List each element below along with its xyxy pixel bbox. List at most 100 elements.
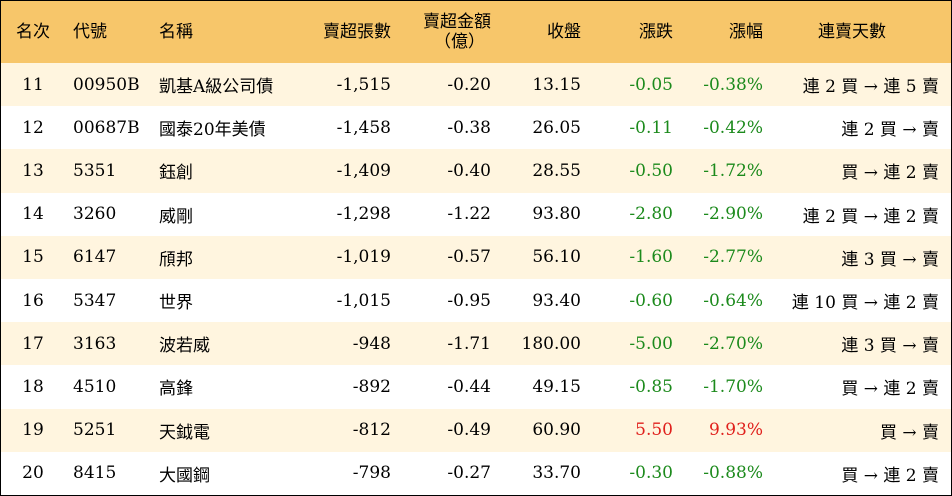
cell-name: 大國鋼	[159, 465, 210, 486]
cell-change: -0.50	[629, 160, 673, 181]
cell-name: 鈺創	[159, 163, 193, 184]
cell-change: -5.00	[629, 333, 673, 354]
cell-change: -0.30	[629, 463, 673, 484]
cell-change: 5.50	[635, 420, 673, 441]
cell-change: -0.11	[629, 117, 673, 138]
cell-code: 5347	[73, 290, 117, 311]
cell-sell-amount: -0.38	[447, 117, 491, 138]
cell-rank: 17	[22, 333, 44, 354]
table-header-row: 名次 代號 名稱 賣超張數 賣超金額 （億） 收盤 漲跌 漲幅 連賣天數	[1, 1, 951, 63]
table-row: 15 6147 頎邦 -1,019 -0.57 56.10 -1.60 -2.7…	[1, 235, 951, 279]
header-sell-amount-line2: （億）	[434, 32, 485, 52]
cell-consecutive-days: 買 → 賣	[879, 422, 939, 443]
table-row: 13 5351 鈺創 -1,409 -0.40 28.55 -0.50 -1.7…	[1, 149, 951, 193]
cell-name: 國泰20年美債	[159, 120, 266, 141]
cell-sell-amount: -0.27	[447, 463, 491, 484]
cell-change-pct: -0.64%	[703, 290, 763, 311]
cell-name: 天鉞電	[159, 422, 210, 443]
header-sell-lots: 賣超張數	[323, 22, 391, 42]
table-row: 12 00687B 國泰20年美債 -1,458 -0.38 26.05 -0.…	[1, 106, 951, 150]
cell-change-pct: -2.70%	[703, 333, 763, 354]
cell-name: 高鋒	[159, 379, 193, 400]
cell-rank: 15	[22, 247, 44, 268]
cell-change: -2.80	[629, 204, 673, 225]
cell-code: 5251	[73, 420, 117, 441]
cell-rank: 18	[22, 376, 44, 397]
table-row: 20 8415 大國鋼 -798 -0.27 33.70 -0.30 -0.88…	[1, 451, 951, 495]
cell-sell-lots: -812	[352, 420, 391, 441]
cell-change: -1.60	[629, 247, 673, 268]
cell-consecutive-days: 買 → 連 2 賣	[841, 163, 939, 184]
cell-sell-amount: -0.57	[447, 247, 491, 268]
cell-change-pct: -2.90%	[703, 204, 763, 225]
cell-close: 13.15	[532, 74, 581, 95]
header-name: 名稱	[159, 22, 193, 42]
cell-sell-lots: -1,515	[336, 74, 391, 95]
cell-change-pct: 9.93%	[708, 420, 763, 441]
cell-close: 49.15	[532, 376, 581, 397]
cell-consecutive-days: 買 → 連 2 賣	[841, 379, 939, 400]
cell-consecutive-days: 連 3 買 → 賣	[841, 336, 939, 357]
cell-close: 28.55	[532, 160, 581, 181]
cell-consecutive-days: 連 3 買 → 賣	[841, 249, 939, 270]
cell-close: 93.80	[532, 204, 581, 225]
header-consecutive-days: 連賣天數	[818, 22, 886, 42]
cell-code: 8415	[73, 463, 117, 484]
header-sell-amount-line1: 賣超金額	[423, 12, 491, 32]
cell-sell-lots: -1,019	[336, 247, 391, 268]
cell-change-pct: -0.42%	[703, 117, 763, 138]
cell-rank: 12	[22, 117, 44, 138]
cell-consecutive-days: 連 2 買 → 連 2 賣	[802, 206, 939, 227]
header-code: 代號	[73, 22, 107, 42]
cell-sell-lots: -892	[352, 376, 391, 397]
cell-name: 威剛	[159, 206, 193, 227]
header-change-pct: 漲幅	[729, 22, 763, 42]
cell-sell-lots: -798	[352, 463, 391, 484]
cell-sell-lots: -1,015	[336, 290, 391, 311]
cell-close: 56.10	[532, 247, 581, 268]
cell-sell-amount: -1.71	[447, 333, 491, 354]
cell-sell-lots: -948	[352, 333, 391, 354]
cell-sell-amount: -1.22	[447, 204, 491, 225]
cell-name: 世界	[159, 293, 193, 314]
cell-rank: 20	[22, 463, 44, 484]
cell-change-pct: -2.77%	[703, 247, 763, 268]
cell-close: 26.05	[532, 117, 581, 138]
cell-change: -0.85	[629, 376, 673, 397]
cell-close: 60.90	[532, 420, 581, 441]
table-row: 11 00950B 凱基A級公司債 -1,515 -0.20 13.15 -0.…	[1, 63, 951, 107]
cell-name: 凱基A級公司債	[159, 77, 274, 98]
cell-close: 33.70	[532, 463, 581, 484]
cell-sell-amount: -0.95	[447, 290, 491, 311]
cell-change-pct: -0.38%	[703, 74, 763, 95]
cell-code: 5351	[73, 160, 117, 181]
cell-change: -0.60	[629, 290, 673, 311]
cell-consecutive-days: 連 2 買 → 賣	[841, 120, 939, 141]
cell-code: 3163	[73, 333, 117, 354]
header-close: 收盤	[547, 22, 581, 42]
cell-close: 180.00	[521, 333, 581, 354]
cell-consecutive-days: 連 2 買 → 連 5 賣	[802, 77, 939, 98]
cell-sell-lots: -1,458	[336, 117, 391, 138]
cell-rank: 16	[22, 290, 44, 311]
cell-change-pct: -0.88%	[703, 463, 763, 484]
cell-code: 6147	[73, 247, 117, 268]
cell-change-pct: -1.70%	[703, 376, 763, 397]
cell-code: 00687B	[73, 117, 140, 138]
cell-consecutive-days: 買 → 連 2 賣	[841, 465, 939, 486]
cell-code: 3260	[73, 204, 117, 225]
cell-name: 頎邦	[159, 249, 193, 270]
cell-code: 00950B	[73, 74, 140, 95]
cell-rank: 11	[22, 74, 44, 95]
table-row: 17 3163 波若威 -948 -1.71 180.00 -5.00 -2.7…	[1, 322, 951, 366]
header-rank: 名次	[16, 22, 50, 42]
cell-change-pct: -1.72%	[703, 160, 763, 181]
table-row: 16 5347 世界 -1,015 -0.95 93.40 -0.60 -0.6…	[1, 278, 951, 323]
cell-rank: 14	[22, 204, 44, 225]
cell-sell-amount: -0.49	[447, 420, 491, 441]
cell-change: -0.05	[629, 74, 673, 95]
table-body: 11 00950B 凱基A級公司債 -1,515 -0.20 13.15 -0.…	[1, 63, 951, 495]
cell-close: 93.40	[532, 290, 581, 311]
